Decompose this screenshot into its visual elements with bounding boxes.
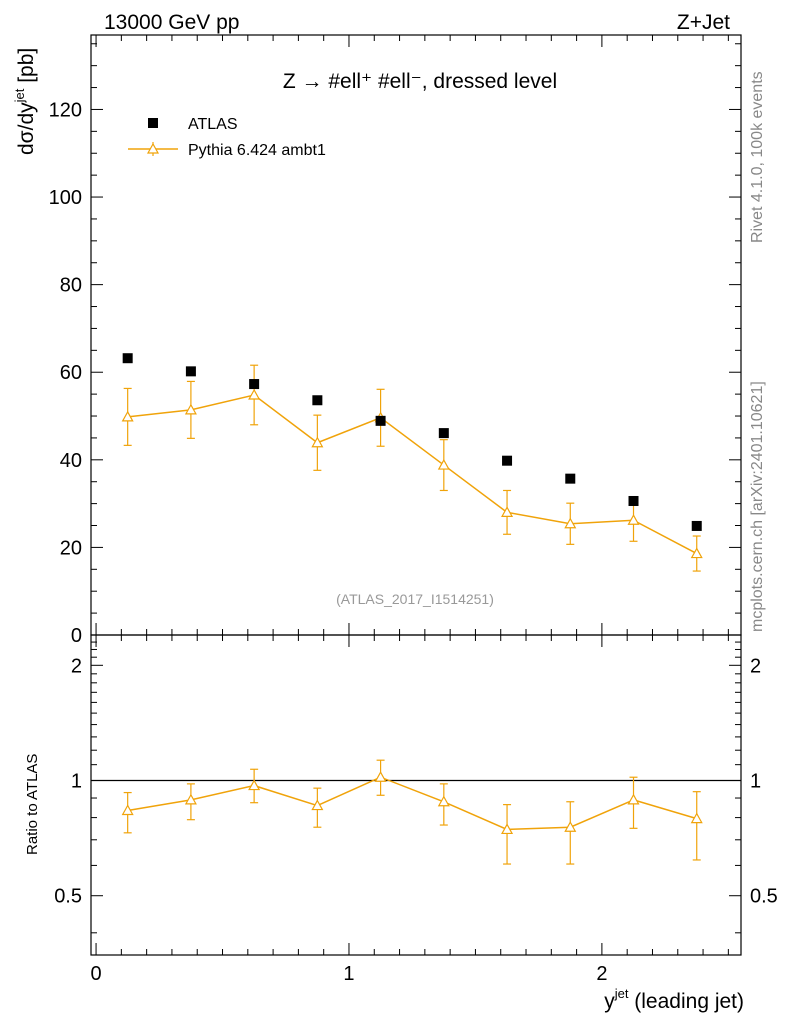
legend-atlas-label: ATLAS (188, 116, 238, 133)
mc-ratio-point (627, 793, 640, 805)
y-tick-label: 20 (60, 537, 82, 559)
process-label: Z+Jet (677, 11, 730, 34)
ratio-panel-frame (90, 634, 742, 956)
legend-pythia-marker (146, 142, 160, 154)
energy-label: 13000 GeV pp (104, 11, 239, 34)
mc-ratio-point (184, 793, 197, 805)
data-series-main (122, 353, 702, 531)
legend-atlas-marker (148, 118, 158, 128)
mc-ratio-point (564, 820, 577, 832)
x-tick-label: 1 (343, 963, 354, 985)
mc-ratio-point (374, 770, 387, 782)
atlas-point (312, 395, 323, 406)
mc-point (121, 410, 134, 422)
mc-ratio-point (501, 823, 514, 835)
rivet-label: Rivet 4.1.0, 100k events (749, 71, 766, 243)
ratio-tick-label-right: 2 (750, 655, 761, 677)
atlas-point (249, 379, 260, 390)
mcplots-label: mcplots.cern.ch [arXiv:2401.10621] (749, 381, 766, 632)
legend-pythia-label: Pythia 6.424 ambt1 (188, 142, 326, 159)
mc-ratio-point (311, 799, 324, 811)
y-axis-label: dσ/dyjet [pb] (12, 48, 38, 155)
mc-point (690, 547, 703, 559)
mc-point (627, 514, 640, 525)
legend: ATLAS Pythia 6.424 ambt1 (128, 116, 326, 159)
x-tick-label: 2 (596, 963, 607, 985)
ratio-tick-label-left: 0.5 (54, 886, 82, 908)
mc-point (311, 436, 324, 448)
mc-point (564, 517, 577, 529)
main-axes: 0 20 40 60 80 100 120 (49, 35, 741, 647)
chart-title: Z → #ell⁺ #ell⁻, dressed level (283, 70, 557, 93)
atlas-point (375, 415, 386, 426)
atlas-point (628, 495, 639, 506)
mc-series-ratio (121, 759, 703, 865)
x-axis-label: yjet (leading jet) (604, 986, 744, 1013)
ratio-tick-label-left: 1 (71, 771, 82, 793)
x-tick-label: 0 (90, 963, 101, 985)
ratio-tick-label-right: 1 (750, 771, 761, 793)
ratio-tick-label-right: 0.5 (750, 886, 778, 908)
y-tick-label: 100 (49, 187, 82, 209)
y-tick-label: 80 (60, 275, 82, 297)
atlas-point (691, 520, 702, 531)
mc-ratio-point (437, 795, 450, 807)
y-tick-label: 60 (60, 362, 82, 384)
mc-point (501, 506, 514, 517)
atlas-point (185, 366, 196, 377)
ratio-tick-label-left: 2 (71, 655, 82, 677)
mc-ratio-point (121, 804, 134, 816)
analysis-watermark: (ATLAS_2017_I1514251) (336, 591, 494, 607)
atlas-point (438, 428, 449, 439)
mc-point (184, 403, 197, 415)
y-tick-label: 0 (71, 625, 82, 647)
mc-line (127, 394, 698, 555)
y-tick-label: 120 (49, 99, 82, 121)
mc-ratio-point (690, 812, 703, 824)
atlas-point (502, 455, 513, 466)
mc-point (437, 458, 450, 470)
mc-ratio-line (127, 776, 697, 831)
ratio-y-axis-label: Ratio to ATLAS (24, 754, 41, 855)
ratio-axes: 0 1 2 0.5 0.5 1 1 2 2 (54, 635, 778, 985)
y-tick-label: 40 (60, 450, 82, 472)
atlas-point (122, 353, 133, 364)
atlas-point (565, 473, 576, 484)
mc-point (248, 388, 261, 400)
mc-ratio-point (248, 779, 261, 791)
mc-series-main (121, 364, 703, 572)
